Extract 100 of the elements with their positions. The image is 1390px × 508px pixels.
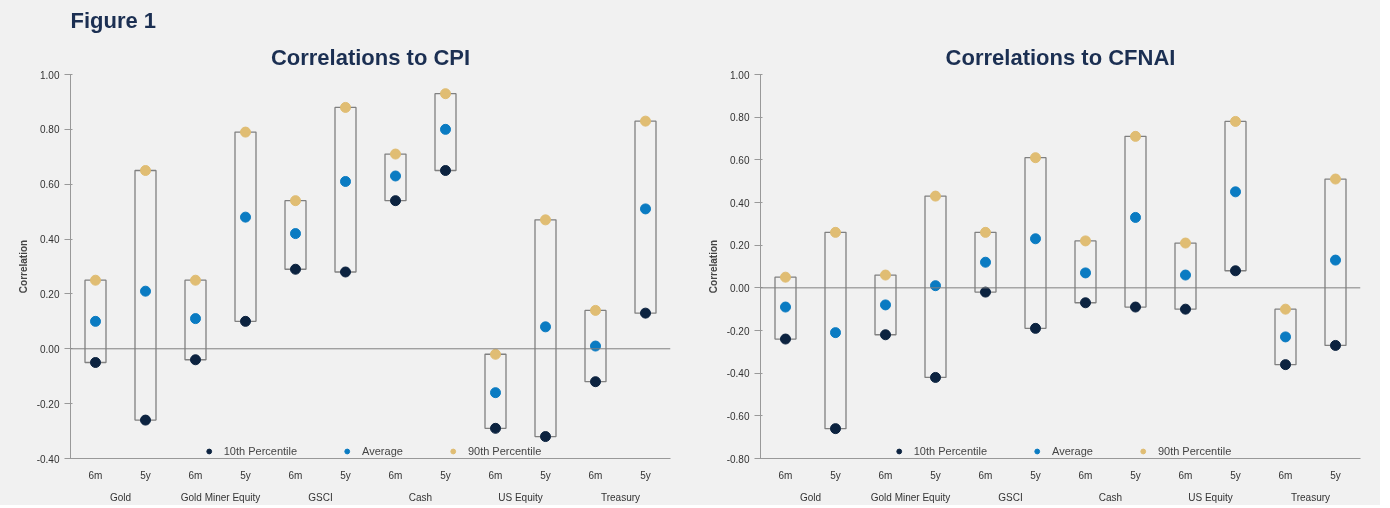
point [980,256,991,268]
point [290,263,301,275]
point [190,354,201,366]
point [190,274,201,286]
bar [1274,308,1297,366]
y-tick-label: 0.40 [40,234,60,246]
y-tick-label: 0.20 [40,288,60,300]
point [390,148,401,160]
point [1280,331,1291,343]
point [1330,339,1341,351]
x-tick-label: 5y [140,469,151,481]
x-tick-label: 5y [440,469,451,481]
point [980,286,991,298]
point [1080,297,1091,309]
x-tick-label: 5y [240,469,251,481]
text: Cash [1098,491,1123,503]
point [290,228,301,240]
y-tick-label: 0.60 [40,179,60,191]
point [440,88,451,100]
point [1230,186,1241,198]
point [140,165,151,176]
point [590,376,601,388]
x-tick-label: 5y [1030,469,1041,481]
x-tick-label: 6m [1078,469,1093,481]
point [1080,235,1091,247]
point [1330,254,1341,266]
point [780,301,791,313]
point [830,423,841,435]
text: US Equity [498,491,543,503]
point [90,274,101,286]
text: GSCI [998,491,1023,503]
point [640,203,651,215]
x-tick-label: 5y [640,469,651,481]
point [1230,115,1241,127]
x-tick-label: 5y [340,469,351,481]
point [490,422,501,434]
point [1180,269,1191,281]
x-tick-label: 6m [778,469,793,481]
y-tick-label: -0.80 [726,453,750,465]
x-tick-label: 5y [1130,469,1141,481]
point [90,315,101,327]
point [980,226,991,238]
x-tick-label: 6m [978,469,993,481]
x-tick-label: 5y [1330,469,1341,481]
x-tick-label: 5y [540,469,551,481]
point [1030,233,1041,245]
point [590,304,601,316]
x-tick-label: 5y [1230,469,1241,481]
y-tick-label: 0.80 [40,124,60,136]
x-tick-label: 6m [288,469,303,481]
point [880,329,891,341]
y-tick-label: 1.00 [40,69,60,81]
point [140,414,151,426]
text: Treasury [1290,491,1331,503]
point [440,165,451,176]
x-tick-label: 6m [88,469,103,481]
y-tick-label: -0.40 [36,453,60,465]
x-tick-label: 6m [1278,469,1293,481]
legend-label: 90th Percentile [467,445,542,457]
y-tick-label: 0.80 [730,112,750,124]
legend-label: 90th Percentile [1157,445,1232,457]
point [290,195,301,207]
x-tick-label: 6m [188,469,203,481]
point [780,333,791,345]
point [490,387,501,399]
x-tick-label: 6m [488,469,503,481]
x-tick-label: 5y [830,469,841,481]
point [780,271,791,283]
bar [384,153,407,202]
y-tick-label: 0.20 [730,240,750,252]
point [390,195,401,207]
point [340,101,351,113]
chart-title: Correlations to CFNAI [945,44,1176,70]
y-tick-label: 1.00 [730,69,750,81]
text: Gold [109,491,132,503]
bar [634,120,657,314]
point [1130,301,1141,313]
bar [1224,120,1247,272]
legend-label: 10th Percentile [223,445,298,457]
legend-label: 10th Percentile [913,445,988,457]
x-tick-label: 6m [878,469,893,481]
x-tick-label: 6m [1178,469,1193,481]
point [340,266,351,278]
point [540,214,551,226]
y-tick-label: -0.20 [36,398,60,410]
y-axis-title: Correlation [707,239,719,294]
point [1080,267,1091,279]
y-tick-label: -0.60 [726,410,750,422]
point [1130,130,1141,142]
point [1330,173,1341,185]
point [830,327,841,339]
point [240,315,251,327]
point [880,299,891,311]
text: GSCI [308,491,333,503]
point [830,226,841,238]
x-tick-label: 5y [930,469,941,481]
x-tick-label: 6m [388,469,403,481]
text: Gold [799,491,822,503]
point [1280,303,1291,315]
chart-subtitle: Figure 1 [70,7,157,33]
